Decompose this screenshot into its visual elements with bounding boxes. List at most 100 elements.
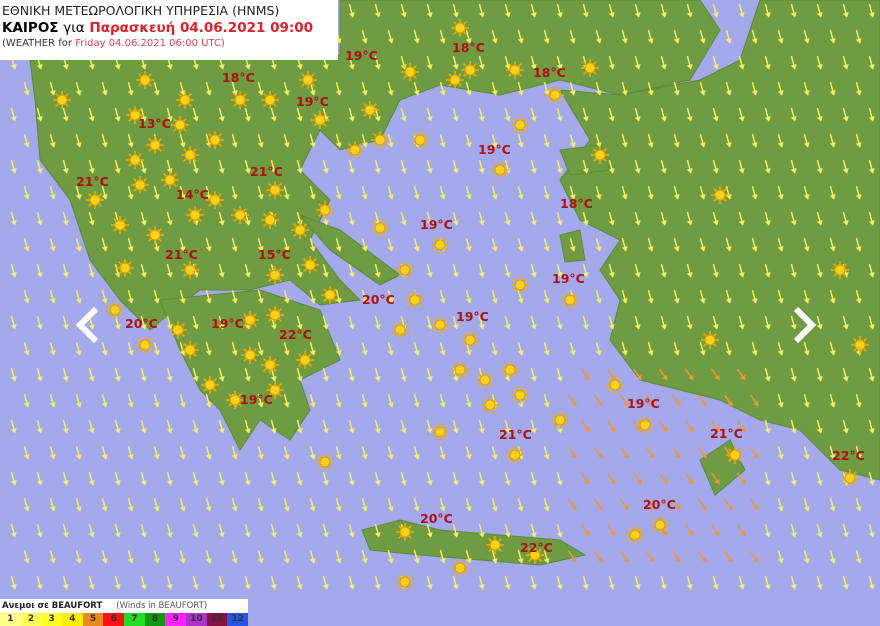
beaufort-level: 2: [20, 613, 42, 626]
wind-arrow: [673, 290, 680, 304]
wind-arrow: [166, 212, 173, 226]
wind-arrow: [478, 472, 485, 486]
wind-arrow: [10, 264, 17, 278]
sun-icon: [476, 371, 494, 389]
wind-arrow: [645, 394, 655, 407]
temperature-label: 19°C: [478, 142, 511, 157]
sun-icon: [261, 356, 279, 374]
wind-arrow: [608, 212, 615, 226]
wind-arrow: [322, 472, 329, 486]
wind-arrow: [595, 30, 602, 44]
wind-arrow: [634, 576, 641, 590]
wind-arrow: [348, 264, 355, 278]
wind-arrow: [426, 108, 433, 122]
wind-arrow: [335, 498, 342, 512]
wind-arrow: [608, 264, 615, 278]
wind-arrow: [452, 576, 459, 590]
wind-arrow: [697, 394, 707, 407]
wind-arrow: [803, 82, 810, 96]
temperature-label: 20°C: [643, 497, 676, 512]
wind-arrow: [127, 342, 134, 356]
wind-arrow: [465, 290, 472, 304]
wind-arrow: [530, 56, 537, 70]
prev-button[interactable]: [72, 305, 102, 345]
wind-arrow: [283, 446, 290, 460]
wind-arrow: [777, 30, 784, 44]
wind-arrow: [127, 446, 134, 460]
wind-arrow: [530, 420, 537, 434]
wind-arrow: [660, 212, 667, 226]
wind-arrow: [10, 576, 17, 590]
wind-arrow: [452, 160, 459, 174]
wind-arrow: [478, 56, 485, 70]
wind-arrow: [593, 394, 603, 407]
wind-arrow: [777, 134, 784, 148]
wind-arrow: [712, 264, 719, 278]
wind-arrow: [777, 446, 784, 460]
wind-arrow: [244, 420, 251, 434]
temperature-label: 20°C: [362, 292, 395, 307]
sun-icon: [396, 523, 414, 541]
wind-arrow: [777, 186, 784, 200]
wind-arrow: [348, 4, 355, 18]
sun-icon: [231, 91, 249, 109]
wind-arrow: [166, 420, 173, 434]
wind-arrow: [179, 134, 186, 148]
wind-arrow: [465, 394, 472, 408]
wind-arrow: [257, 550, 264, 564]
wind-arrow: [10, 524, 17, 538]
wind-arrow: [710, 368, 720, 381]
wind-arrow: [283, 134, 290, 148]
next-button[interactable]: [790, 305, 820, 345]
wind-arrow: [127, 238, 134, 252]
wind-arrow: [36, 160, 43, 174]
wind-arrow: [764, 264, 771, 278]
wind-arrow: [296, 264, 303, 278]
wind-arrow: [530, 576, 537, 590]
sun-icon: [299, 71, 317, 89]
wind-arrow: [582, 160, 589, 174]
wind-arrow: [127, 290, 134, 304]
wind-arrow: [790, 576, 797, 590]
wind-arrow: [504, 524, 511, 538]
wind-arrow: [736, 420, 746, 433]
wind-arrow: [257, 498, 264, 512]
wind-arrow: [543, 342, 550, 356]
wind-arrow: [621, 186, 628, 200]
wind-arrow: [868, 4, 875, 18]
wind-arrow: [465, 30, 472, 44]
sun-icon: [53, 91, 71, 109]
wind-arrow: [426, 56, 433, 70]
wind-arrow: [712, 56, 719, 70]
wind-arrow: [660, 56, 667, 70]
wind-arrow: [530, 524, 537, 538]
wind-arrow: [543, 394, 550, 408]
sun-icon: [176, 91, 194, 109]
sun-icon: [391, 321, 409, 339]
wind-arrow: [749, 498, 759, 511]
sun-icon: [396, 573, 414, 591]
wind-arrow: [374, 56, 381, 70]
wind-arrow: [101, 550, 108, 564]
wind-arrow: [36, 472, 43, 486]
wind-arrow: [816, 576, 823, 590]
wind-arrow: [348, 576, 355, 590]
wind-arrow: [777, 394, 784, 408]
sun-icon: [126, 151, 144, 169]
wind-arrow: [88, 576, 95, 590]
wind-arrow: [179, 394, 186, 408]
wind-arrow: [413, 30, 420, 44]
wind-arrow: [374, 4, 381, 18]
wind-arrow: [439, 82, 446, 96]
wind-arrow: [88, 264, 95, 278]
wind-arrow: [127, 550, 134, 564]
wind-arrow: [751, 238, 758, 252]
wind-arrow: [543, 446, 550, 460]
sun-icon: [206, 131, 224, 149]
wind-arrow: [686, 212, 693, 226]
beaufort-level: 1: [0, 613, 21, 626]
wind-arrow: [257, 342, 264, 356]
wind-arrow: [777, 82, 784, 96]
wind-arrow: [36, 316, 43, 330]
wind-arrow: [10, 420, 17, 434]
